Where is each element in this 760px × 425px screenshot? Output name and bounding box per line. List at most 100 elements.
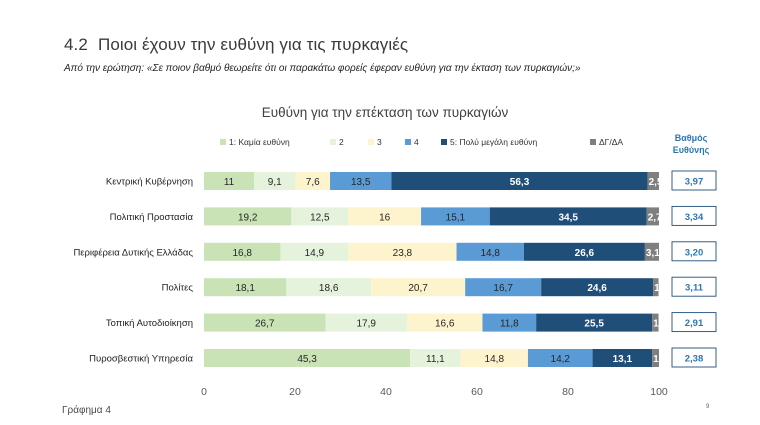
data-label: 20,7 [408,283,428,294]
data-label: 1,2 [654,283,668,294]
bar-segment [647,172,659,190]
score-value: 2,91 [685,318,704,329]
data-label: 13,5 [351,177,371,188]
data-label: 18,6 [319,283,339,294]
data-label: 12,5 [310,212,330,223]
x-tick-label: 20 [289,386,301,398]
score-box [671,347,717,368]
bar-segment [541,278,654,297]
data-label: 23,8 [393,248,413,259]
bar-segment [592,349,653,367]
legend-label-5: 5: Πολύ μεγάλη ευθύνη [450,137,537,147]
data-label: 16,6 [435,319,455,330]
bar-segment [527,349,593,367]
data-label: 45,3 [297,354,317,365]
score-value: 3,97 [685,177,704,188]
bar-segment [204,242,281,261]
data-label: 24,6 [587,283,607,294]
legend-swatch-2 [330,139,336,145]
data-label: 14,9 [305,248,325,259]
bar-segment [536,313,653,332]
x-tick-label: 0 [201,386,207,398]
score-value: 3,20 [685,247,704,258]
score-value: 3,11 [685,283,704,294]
score-value: 2,38 [685,354,704,365]
bar-segment [370,278,466,297]
data-label: 19,2 [238,212,258,223]
score-box [671,241,717,262]
data-label: 14,2 [551,354,571,365]
score-box [671,312,717,333]
section-heading: 4.2 Ποιοι έχουν την ευθύνη για τις πυρκαγ… [64,35,408,55]
bar-segment [330,172,392,190]
data-label: 18,1 [235,283,255,294]
data-label: 3,1 [646,248,660,259]
bar-segment [460,349,528,367]
bar-segment [652,349,659,367]
data-label: 1,5 [653,354,667,365]
category-label: Τοπική Αυτοδιοίκηση [106,318,193,329]
legend-label-3: 3 [377,137,382,147]
chart-title: Ευθύνη για την επέκταση των πυρκαγιών [262,105,509,120]
question-subtitle: Από την ερώτηση: «Σε ποιον βαθμό θεωρείτ… [64,63,581,74]
category-label: Περιφέρεια Δυτικής Ελλάδας [73,247,193,258]
data-label: 11 [224,177,235,188]
bar-segment [348,242,457,261]
section-number: 4.2 [64,35,88,54]
category-label: Κεντρική Κυβέρνηση [106,177,193,188]
bar-segment [204,278,287,297]
score-header-line1: Βαθμός [675,133,708,143]
bar-segment [295,172,331,190]
bar-segment [325,313,407,332]
data-label: 16 [379,212,391,223]
legend-swatch-5 [441,139,447,145]
bar-segment [523,242,645,261]
data-label: 14,8 [485,354,505,365]
data-label: 34,5 [558,212,578,223]
graph-label: Γράφημα 4 [62,405,111,416]
bar-segment [406,313,483,332]
category-label: Πολίτες [162,283,194,294]
bar-segment [644,242,659,261]
page-number: 9 [706,404,710,410]
section-title: Ποιοι έχουν την ευθύνη για τις πυρκαγιές [97,35,409,54]
data-label: 26,7 [255,319,275,330]
x-tick-label: 100 [650,386,668,398]
category-label: Πυροσβεστική Υπηρεσία [89,354,193,365]
bar-segment [646,207,659,226]
legend-label-2: 2 [339,137,344,147]
x-tick-label: 60 [471,386,483,398]
category-label: Πολιτική Προστασία [110,212,194,223]
bar-segment [204,349,411,367]
bar-segment [421,207,490,226]
bar-segment [465,278,542,297]
data-label: 15,1 [446,212,466,223]
legend-swatch-6 [590,139,596,145]
data-label: 17,9 [356,319,376,330]
data-label: 9,1 [268,177,282,188]
score-header-line2: Ευθύνης [673,145,710,155]
bar-segment [204,207,292,226]
bar-segment [291,207,349,226]
data-label: 1,4 [653,319,667,330]
legend-swatch-3 [368,139,374,145]
legend-label-6: ΔΓ/ΔΑ [599,137,623,147]
data-label: 13,1 [613,354,633,365]
data-label: 56,3 [510,177,530,188]
bar-segment [482,313,537,332]
score-box [671,170,717,191]
legend-label-4: 4 [414,137,419,147]
score-value: 3,34 [685,212,704,223]
bar-segment [456,242,524,261]
data-label: 14,8 [480,248,500,259]
bar-segment [254,172,296,190]
bar-segment [410,349,461,367]
data-label: 11,8 [500,319,519,330]
bar-segment [652,313,659,332]
data-label: 26,6 [575,248,595,259]
bar-segment [348,207,422,226]
x-tick-label: 80 [562,386,574,398]
x-tick-label: 40 [380,386,392,398]
data-label: 25,5 [584,319,604,330]
